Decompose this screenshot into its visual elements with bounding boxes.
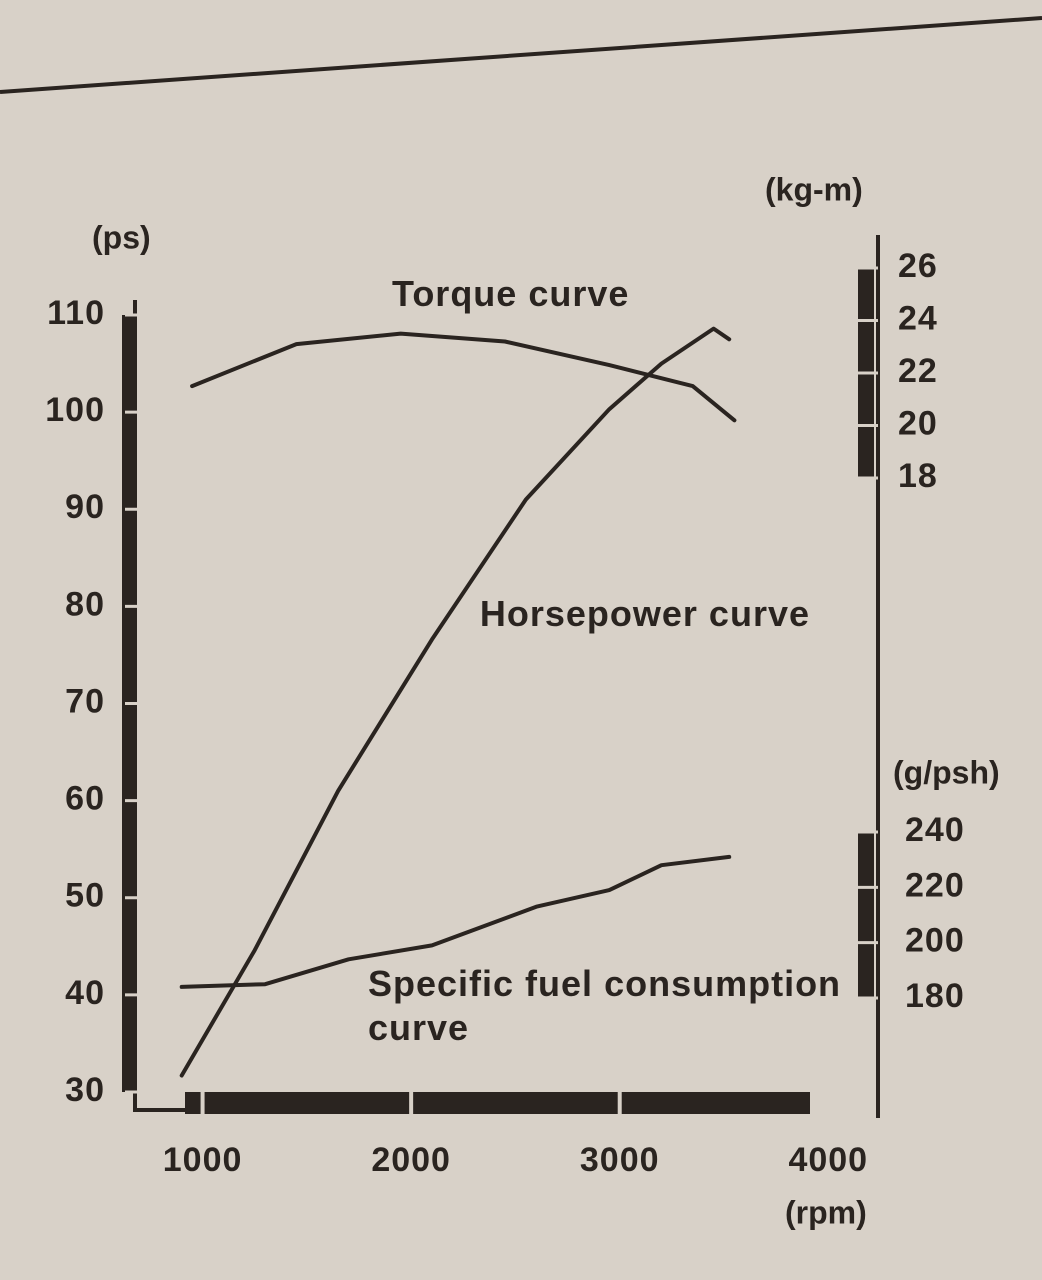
- axis-band: [185, 1092, 810, 1114]
- x-tick-label: 3000: [580, 1141, 660, 1179]
- y2-tick-label: 18: [898, 457, 938, 495]
- y-tick-label: 100: [45, 391, 105, 429]
- y-tick-label: 110: [47, 294, 105, 332]
- curve: [190, 331, 737, 423]
- y-tick-label: 50: [65, 877, 105, 915]
- y-axis-label: (ps): [92, 219, 151, 255]
- fuel-label: Specific fuel consumption curve: [368, 963, 842, 1048]
- axis-line: [133, 300, 185, 1112]
- y-tick-label: 70: [65, 682, 105, 720]
- axis-band: [858, 832, 874, 998]
- y2-axis-label: (kg-m): [765, 171, 863, 207]
- y3-tick-label: 240: [905, 811, 965, 849]
- y-tick-label: 80: [65, 585, 105, 623]
- y2-tick-label: 26: [898, 247, 938, 285]
- x-tick-label: 4000: [788, 1141, 868, 1179]
- y2-tick-label: 24: [898, 299, 938, 337]
- y3-axis-label: (g/psh): [893, 754, 1000, 790]
- y-tick-label: 60: [65, 780, 105, 818]
- x-tick-label: 2000: [371, 1141, 451, 1179]
- y-tick-label: 40: [65, 974, 105, 1012]
- torque-label: Torque curve: [392, 273, 630, 314]
- horsepower-label: Horsepower curve: [479, 593, 810, 634]
- y3-tick-label: 220: [905, 866, 965, 904]
- page-rule: [0, 16, 1042, 94]
- y2-tick-label: 22: [898, 352, 938, 390]
- curve: [179, 854, 732, 989]
- y-tick-label: 30: [65, 1071, 105, 1109]
- y2-tick-label: 20: [898, 404, 938, 442]
- x-axis-label: (rpm): [785, 1194, 867, 1230]
- x-tick-label: 1000: [163, 1141, 243, 1179]
- y3-tick-label: 200: [905, 922, 965, 960]
- y3-tick-label: 180: [905, 977, 965, 1015]
- curve: [179, 326, 732, 1078]
- y-tick-label: 90: [65, 488, 105, 526]
